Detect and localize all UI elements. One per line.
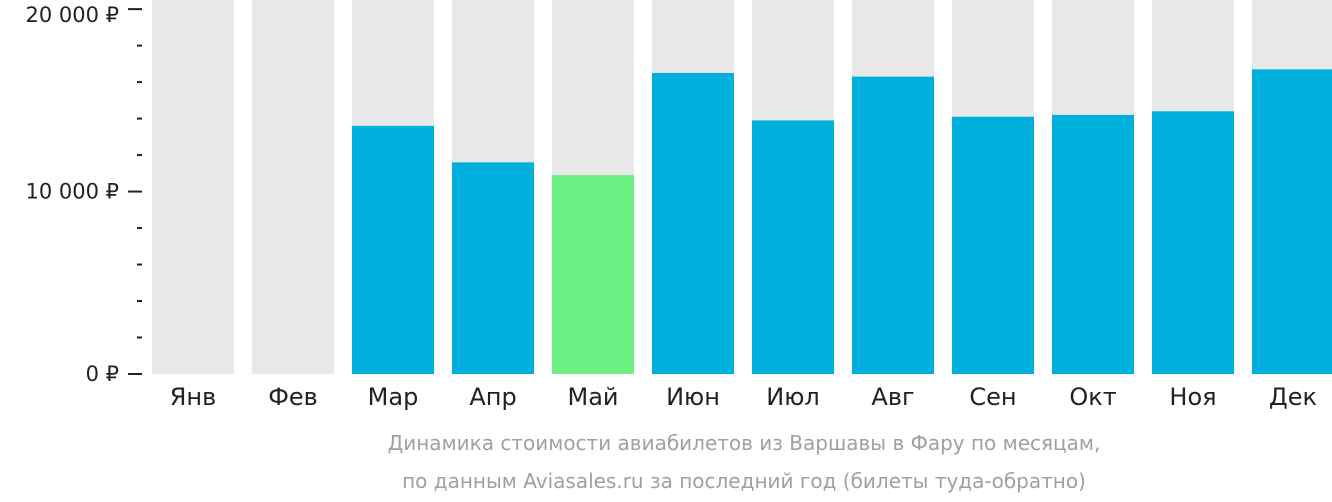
x-tick-label-11: Ноя	[1169, 383, 1216, 411]
x-tick-label-9: Сен	[969, 383, 1016, 411]
bar-8	[852, 76, 934, 374]
bar-3	[352, 125, 434, 374]
background-bar-1	[152, 0, 234, 374]
y-axis: 0 ₽ 10 000 ₽ 20 000 ₽	[25, 3, 142, 386]
x-tick-label-3: Мар	[368, 383, 419, 411]
x-axis: Янв Фев Мар Апр Май Июн Июл Авг Сен Окт Ноя Дек	[170, 383, 1317, 411]
bar-7	[752, 120, 834, 374]
chart-caption-line-2: по данным Aviasales.ru за последний год …	[402, 469, 1086, 493]
y-tick-label-1: 0 ₽	[86, 362, 119, 386]
x-tick-label-5: Май	[567, 383, 618, 411]
value-bars	[352, 69, 1332, 374]
bar-12	[1252, 69, 1332, 374]
x-tick-label-2: Фев	[268, 383, 318, 411]
bar-11	[1152, 111, 1234, 374]
x-tick-label-4: Апр	[469, 383, 516, 411]
bar-9	[952, 116, 1034, 374]
bar-10	[1052, 114, 1134, 374]
x-tick-label-7: Июл	[766, 383, 820, 411]
bar-6	[652, 72, 734, 374]
x-tick-label-6: Июн	[666, 383, 720, 411]
bar-4	[452, 162, 534, 374]
x-tick-label-12: Дек	[1269, 383, 1317, 411]
y-tick-label-3: 20 000 ₽	[25, 3, 119, 27]
background-bar-2	[252, 0, 334, 374]
x-tick-label-1: Янв	[170, 383, 217, 411]
x-tick-label-8: Авг	[871, 383, 914, 411]
x-tick-label-10: Окт	[1069, 383, 1116, 411]
bar-5	[552, 175, 634, 374]
price-bar-chart: 0 ₽ 10 000 ₽ 20 000 ₽ Янв Фев Мар Апр Май Июн Ию…	[25, 0, 1332, 411]
y-tick-label-2: 10 000 ₽	[25, 180, 119, 204]
chart-caption-line-1: Динамика стоимости авиабилетов из Варшав…	[387, 431, 1101, 455]
